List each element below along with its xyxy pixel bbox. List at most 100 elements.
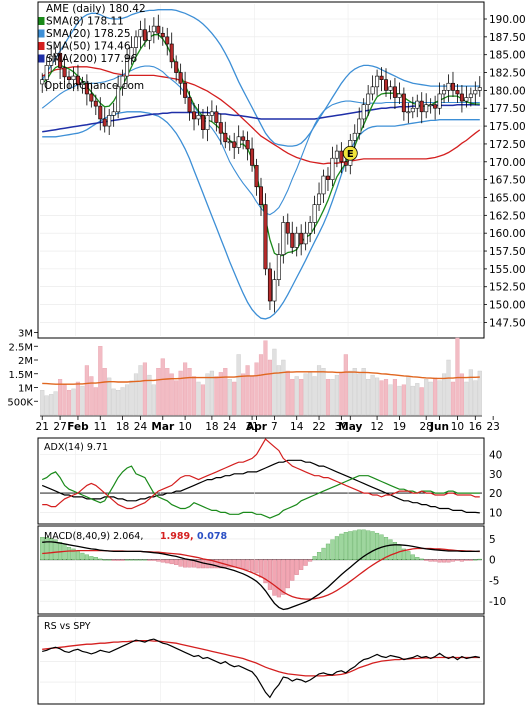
volume-bar xyxy=(205,373,210,416)
macd-histogram-bar xyxy=(75,551,81,560)
volume-bar xyxy=(352,368,357,416)
macd-histogram-bar xyxy=(44,537,49,560)
volume-bar xyxy=(200,384,206,416)
macd-histogram-bar xyxy=(116,559,121,561)
volume-bar xyxy=(348,370,353,416)
candle-body xyxy=(392,86,397,98)
macd-histogram-bar xyxy=(433,559,438,562)
macd-histogram-bar xyxy=(455,559,460,561)
volume-bar xyxy=(267,359,273,416)
candle-body xyxy=(321,175,326,195)
candle-body xyxy=(263,204,268,270)
candle-body xyxy=(187,97,192,113)
volume-bar xyxy=(410,385,415,416)
date-tick-label: 19 xyxy=(393,421,406,433)
macd-histogram-bar xyxy=(93,557,98,560)
macd-histogram-bar xyxy=(308,559,313,562)
candle-body xyxy=(138,29,143,38)
volume-bar xyxy=(223,368,228,416)
candle-body xyxy=(276,254,281,280)
volume-bar xyxy=(245,365,250,416)
candle-body xyxy=(281,222,286,255)
macd-histogram-bar xyxy=(473,559,478,561)
volume-bar xyxy=(120,387,125,416)
candle-body xyxy=(223,132,228,143)
watermark-text: OptionChance.com xyxy=(44,80,144,92)
macd-histogram-bar xyxy=(325,543,331,560)
date-tick-label: 28 xyxy=(420,421,433,433)
candle-body xyxy=(259,186,263,205)
date-tick-label: Mar xyxy=(151,421,175,433)
macd-histogram-bar xyxy=(183,559,188,568)
volume-bars xyxy=(40,337,482,416)
price-tick-label: 182.50 xyxy=(489,68,526,80)
adx-axis-ticks: 40 30 20 10 xyxy=(489,450,502,520)
price-axis-ticks: 190.00 187.50 185.00 182.50 180.00 177.50 175.… xyxy=(484,14,526,329)
macd-histogram-bar xyxy=(406,551,411,560)
macd-signal-value: 1.989, xyxy=(160,531,194,542)
macd-histogram-bar xyxy=(446,559,451,563)
macd-histogram-bar xyxy=(428,559,433,562)
date-tick-label: 23 xyxy=(486,421,499,433)
candle-body xyxy=(303,232,308,245)
volume-bar xyxy=(214,376,219,416)
macd-histogram-bar xyxy=(258,559,264,578)
volume-bar xyxy=(281,359,286,416)
volume-bar xyxy=(446,359,451,416)
volume-tick-label: 1M xyxy=(18,384,33,395)
price-tick-label: 175.00 xyxy=(489,121,526,133)
candle-body xyxy=(160,32,165,38)
macd-histogram-bar xyxy=(321,547,326,560)
candle-body xyxy=(147,31,152,41)
volume-bar xyxy=(129,380,134,416)
candle-body xyxy=(205,115,210,130)
candle-body xyxy=(384,79,389,91)
candle-body xyxy=(285,222,290,234)
volume-tick-label: 1.5M xyxy=(8,370,33,381)
candle-body xyxy=(71,75,76,80)
macd-histogram-bar xyxy=(410,554,415,560)
candle-body xyxy=(343,161,348,166)
candle-body xyxy=(308,222,313,234)
date-tick-label: 10 xyxy=(451,421,464,433)
price-tick-label: 177.50 xyxy=(489,103,526,115)
volume-bar xyxy=(178,370,183,416)
volume-bar xyxy=(151,384,156,416)
volume-bar xyxy=(236,354,241,416)
macd-histogram-bar xyxy=(357,529,362,560)
volume-bar xyxy=(254,362,259,416)
macd-histogram-bar xyxy=(142,559,147,561)
macd-histogram-bar xyxy=(165,559,170,564)
volume-bar xyxy=(339,372,344,416)
volume-bar xyxy=(53,391,58,416)
volume-bar xyxy=(272,348,277,416)
macd-histogram-bar xyxy=(227,559,232,568)
volume-bar xyxy=(303,373,308,416)
date-tick-label: 31 xyxy=(245,421,258,433)
macd-tick-label: 0 xyxy=(489,555,496,567)
volume-bar xyxy=(464,381,469,416)
volume-bar xyxy=(406,376,411,416)
volume-bar xyxy=(308,372,313,416)
legend-label: SMA(200) 177.96 xyxy=(46,53,138,65)
upper-envelope-line xyxy=(41,9,480,147)
price-candles xyxy=(40,14,482,313)
volume-bar xyxy=(49,394,54,416)
candle-body xyxy=(227,141,232,144)
candle-body xyxy=(388,86,393,91)
candle-body xyxy=(62,67,67,78)
volume-bar xyxy=(62,384,67,416)
price-tick-label: 190.00 xyxy=(489,14,526,26)
candle-body xyxy=(245,140,250,150)
candle-body xyxy=(44,65,49,80)
earnings-marker: E xyxy=(342,145,358,161)
volume-bar xyxy=(419,387,424,416)
volume-bar xyxy=(392,379,398,416)
macd-histogram-bar xyxy=(312,556,317,560)
candle-body xyxy=(379,75,384,80)
date-tick-label: 10 xyxy=(178,421,191,433)
volume-bar xyxy=(357,373,362,416)
rs-panel-frame xyxy=(37,615,485,705)
candle-body xyxy=(196,115,201,120)
